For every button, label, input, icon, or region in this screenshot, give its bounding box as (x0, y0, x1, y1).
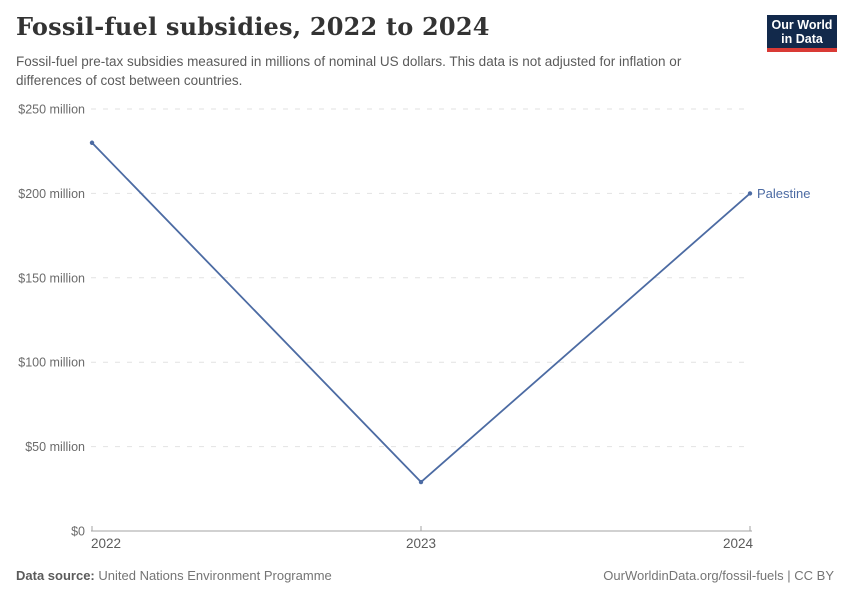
x-tick-label: 2022 (91, 536, 121, 551)
x-tick-label: 2023 (406, 536, 436, 551)
entity-label: Palestine (757, 186, 810, 201)
y-tick-label: $250 million (18, 103, 85, 117)
credit-link[interactable]: OurWorldinData.org/fossil-fuels | CC BY (603, 568, 834, 583)
line-chart[interactable]: $0 $50 million $100 million $150 million $20… (0, 95, 850, 565)
data-source-label: Data source: (16, 568, 95, 583)
data-point (747, 191, 753, 196)
y-tick-label: $150 million (18, 271, 85, 285)
data-source-value: United Nations Environment Programme (98, 568, 332, 583)
chart-subtitle: Fossil-fuel pre-tax subsidies measured i… (16, 54, 682, 89)
y-tick-label: $50 million (25, 440, 85, 454)
owid-logo[interactable]: Our World in Data (767, 15, 837, 52)
x-tick-label: 2024 (723, 536, 754, 551)
data-point (89, 140, 95, 145)
owid-logo-line1: Our World (771, 17, 833, 32)
data-source: Data source: United Nations Environment … (16, 568, 332, 583)
data-point (418, 479, 424, 485)
page-title: Fossil-fuel subsidies, 2022 to 2024 (16, 12, 490, 41)
y-tick-label: $200 million (18, 187, 85, 201)
owid-logo-line2: in Data (781, 31, 823, 46)
y-tick-label: $0 (71, 525, 85, 539)
chart-footer: Data source: United Nations Environment … (16, 568, 834, 583)
y-tick-label: $100 million (18, 356, 85, 370)
